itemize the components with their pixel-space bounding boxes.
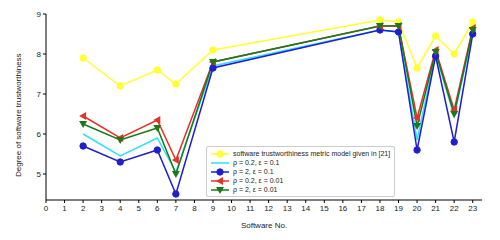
- svg-text:1: 1: [62, 204, 67, 213]
- svg-text:8: 8: [37, 50, 42, 59]
- html-text:ρ = 2, ε = 0.1: ρ = 2, ε = 0.1: [233, 168, 274, 175]
- svg-text:19: 19: [394, 204, 403, 213]
- svg-text:17: 17: [357, 204, 366, 213]
- svg-text:12: 12: [264, 204, 273, 213]
- svg-text:6: 6: [155, 204, 160, 213]
- svg-text:16: 16: [338, 204, 347, 213]
- svg-text:9: 9: [211, 204, 216, 213]
- svg-text:5: 5: [137, 204, 142, 213]
- svg-text:Software No.: Software No.: [241, 221, 287, 230]
- svg-text:10: 10: [227, 204, 236, 213]
- svg-text:4: 4: [118, 204, 123, 213]
- svg-text:9: 9: [37, 10, 42, 19]
- svg-text:11: 11: [246, 204, 255, 213]
- svg-text:Degree of software trustworthi: Degree of software trustworthiness: [14, 53, 23, 177]
- svg-text:0: 0: [44, 204, 49, 213]
- svg-text:7: 7: [174, 204, 179, 213]
- html-text:ρ = 0.2, ε = 0.01: ρ = 0.2, ε = 0.01: [233, 177, 284, 184]
- svg-text:5: 5: [37, 170, 42, 179]
- svg-text:15: 15: [320, 204, 329, 213]
- svg-text:2: 2: [81, 204, 86, 213]
- svg-text:20: 20: [413, 204, 422, 213]
- svg-text:3: 3: [99, 204, 104, 213]
- svg-text:18: 18: [376, 204, 385, 213]
- svg-text:7: 7: [37, 90, 42, 99]
- html-text:software trustworthiness metri: software trustworthiness metric model gi…: [233, 150, 391, 157]
- svg-text:14: 14: [301, 204, 310, 213]
- svg-text:6: 6: [37, 130, 42, 139]
- svg-text:8: 8: [192, 204, 197, 213]
- svg-text:21: 21: [431, 204, 440, 213]
- svg-text:22: 22: [450, 204, 459, 213]
- svg-text:13: 13: [283, 204, 292, 213]
- html-text:ρ = 0.2, ε = 0.1: ρ = 0.2, ε = 0.1: [233, 159, 280, 166]
- html-text:ρ = 2, ε = 0.01: ρ = 2, ε = 0.01: [233, 186, 278, 193]
- svg-text:23: 23: [468, 204, 477, 213]
